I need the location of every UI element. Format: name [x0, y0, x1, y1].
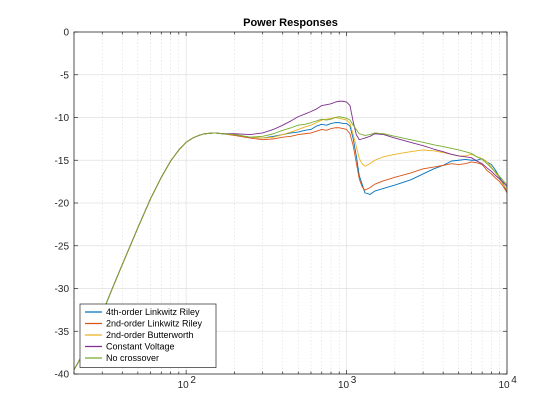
series-line-5: [74, 116, 507, 370]
y-tick-labels: 0 -5 -10 -15 -20 -25 -30 -35 -40: [55, 28, 70, 381]
legend-label: 2nd-order Butterworth: [106, 330, 194, 340]
y-tick-label: -30: [55, 284, 70, 295]
legend: 4th-order Linkwitz Riley 2nd-order Linkwi…: [79, 303, 217, 368]
y-tick-label: 0: [63, 28, 69, 39]
y-tick-label: -20: [55, 199, 70, 210]
legend-label: Constant Voltage: [106, 342, 175, 352]
y-tick-label: -35: [55, 327, 70, 338]
tick-marks: [73, 31, 508, 375]
minor-grid: [101, 32, 500, 374]
legend-label: No crossover: [106, 353, 159, 363]
x-tick-label-exponent: 2: [190, 375, 196, 386]
y-tick-label: -5: [60, 70, 69, 81]
y-tick-label: -40: [55, 370, 70, 381]
legend-box: [79, 303, 217, 368]
y-tick-label: -10: [55, 113, 70, 124]
x-tick-label: 10: [178, 380, 190, 391]
x-tick-label: 10: [338, 380, 350, 391]
y-tick-label: -25: [55, 241, 70, 252]
legend-label: 4th-order Linkwitz Riley: [106, 307, 200, 317]
x-tick-label: 10: [498, 380, 510, 391]
x-tick-label-exponent: 4: [511, 375, 517, 386]
legend-label: 2nd-order Linkwitz Riley: [106, 319, 203, 329]
y-tick-label: -15: [55, 156, 70, 167]
x-tick-labels: 10 2 10 3 10 4: [178, 375, 518, 391]
chart-title: Power Responses: [243, 17, 338, 29]
series-lines: [74, 100, 507, 370]
x-tick-label-exponent: 3: [351, 375, 357, 386]
